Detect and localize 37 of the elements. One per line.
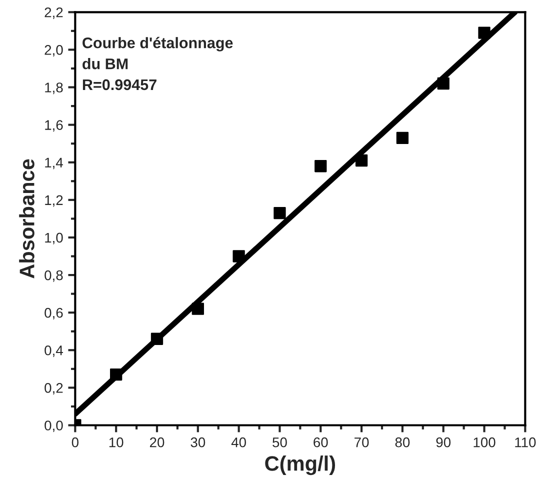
x-tick-label: 40 (231, 437, 246, 448)
point (478, 26, 490, 39)
point (150, 332, 164, 345)
x-tick-label: 90 (436, 437, 451, 448)
y-tick-label: 1,2 (45, 195, 63, 207)
x-tick-label: 110 (515, 437, 536, 448)
x-tick-label: 0 (72, 437, 78, 448)
point (274, 206, 286, 220)
point (314, 160, 327, 172)
point (396, 132, 409, 144)
point (232, 250, 245, 262)
y-tick-label: 0,2 (44, 383, 63, 395)
x-tick-label: 100 (474, 437, 496, 448)
x-tick-label: 30 (190, 437, 206, 448)
x-axis-title: C(mg/l) (265, 456, 336, 476)
y-tick-label: 1,8 (45, 82, 63, 94)
y-axis-title: Absorbance (19, 159, 34, 278)
y-tick-label: 0,4 (44, 345, 63, 357)
x-tick-label: 60 (314, 437, 328, 448)
y-tick-label: 1,0 (45, 232, 63, 244)
y-tick-label: 0,6 (44, 308, 63, 320)
x-tick-label: 80 (395, 437, 410, 448)
point (355, 154, 368, 167)
y-tick-label: 0,0 (44, 420, 63, 432)
x-tick-label: 20 (150, 437, 164, 448)
y-tick-label: 2,2 (44, 7, 63, 19)
y-tick-label: 0,8 (44, 270, 63, 282)
y-tick-label: 2,0 (44, 45, 63, 57)
y-tick-label: 1,4 (45, 158, 63, 170)
x-tick-label: 50 (272, 437, 287, 448)
point (437, 77, 450, 90)
point (192, 302, 204, 315)
y-tick-label: 1,6 (45, 120, 63, 132)
x-tick-label: 70 (354, 437, 369, 448)
annotation: Courbe d'étalonnage du BM R=0.99457 (82, 36, 233, 90)
x-tick-label: 10 (109, 437, 124, 448)
point (110, 368, 122, 381)
